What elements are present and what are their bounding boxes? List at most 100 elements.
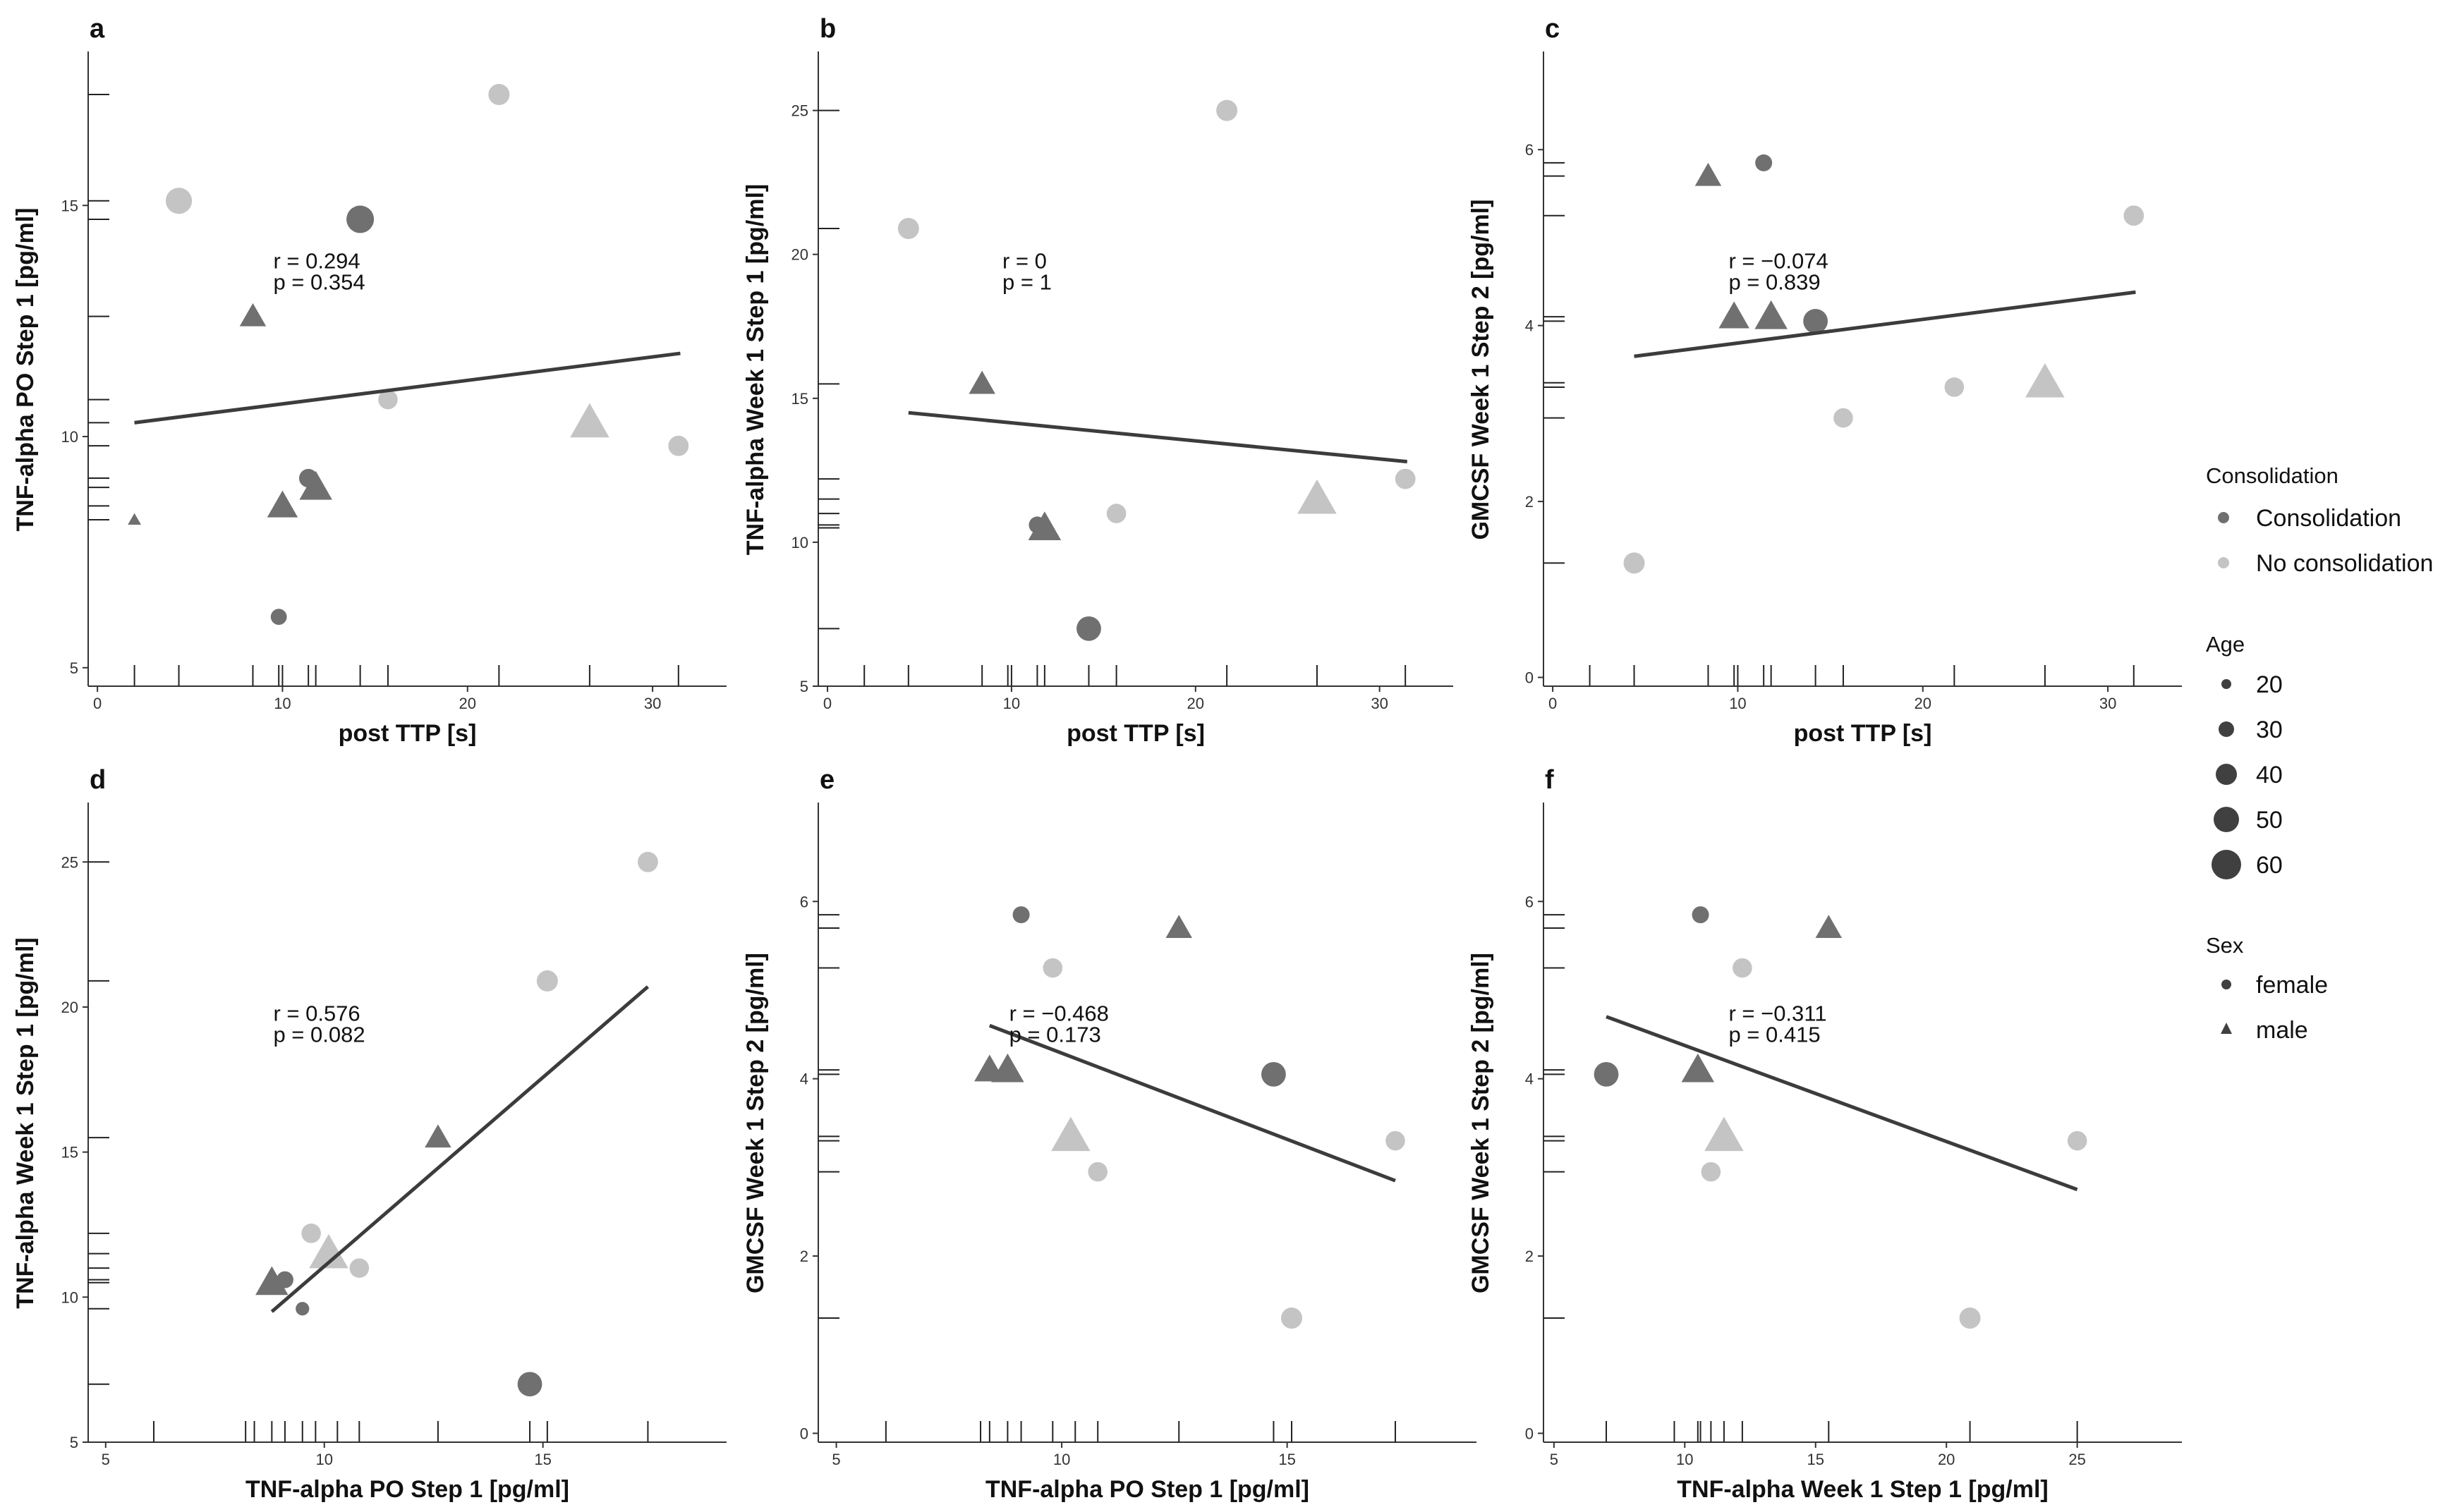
point-female-no-consolidation <box>1216 99 1238 121</box>
legend-label-age-50: 50 <box>2256 807 2283 834</box>
y-tick-label: 6 <box>800 893 808 910</box>
y-tick-label: 10 <box>61 1288 78 1306</box>
point-male-consolidation <box>1754 300 1788 329</box>
y-tick-label: 5 <box>800 678 808 695</box>
panel-letter-f: f <box>1545 765 1554 795</box>
legend-label-male: male <box>2256 1017 2308 1044</box>
point-female-consolidation <box>270 609 287 626</box>
y-axis-title: GMCSF Week 1 Step 2 [pg/ml] <box>1467 953 1494 1293</box>
point-female-consolidation <box>1803 309 1828 334</box>
point-female-consolidation <box>1692 906 1709 924</box>
x-tick-label: 15 <box>1807 1451 1824 1468</box>
point-female-no-consolidation <box>2067 1130 2087 1151</box>
point-male-consolidation <box>991 1053 1024 1083</box>
legend-label-age-30: 30 <box>2256 717 2283 743</box>
point-female-no-consolidation <box>1833 408 1853 428</box>
point-female-consolidation <box>1261 1061 1286 1087</box>
panel-letter-e: e <box>820 765 835 795</box>
point-male-consolidation <box>969 370 995 394</box>
legend-marker-consolidation <box>2218 512 2229 523</box>
stat-p: p = 0.839 <box>1728 269 1820 294</box>
x-tick-label: 0 <box>823 695 832 712</box>
x-tick-label: 5 <box>832 1451 840 1468</box>
point-female-no-consolidation <box>668 435 689 456</box>
stat-r: r = −0.468 <box>1009 1001 1109 1026</box>
point-male-consolidation <box>267 490 298 518</box>
y-tick-label: 2 <box>800 1248 808 1265</box>
x-tick-label: 5 <box>1550 1451 1558 1468</box>
point-female-no-consolidation <box>2123 205 2144 226</box>
y-tick-label: 25 <box>791 102 808 120</box>
legend: Consolidation Consolidation No consolida… <box>2206 463 2433 1044</box>
legend-title-sex: Sex <box>2206 933 2244 958</box>
y-tick-label: 2 <box>1525 493 1534 511</box>
point-female-no-consolidation <box>1280 1307 1302 1329</box>
point-male-no-consolidation <box>1051 1116 1091 1152</box>
panel-b: b 0 10 20 30 5 10 15 20 25 post TTP [s] TNF-alpha W… <box>742 14 1453 747</box>
x-tick-label: 0 <box>93 695 102 712</box>
y-tick-label: 25 <box>61 853 78 871</box>
stat-p: p = 0.354 <box>273 269 365 294</box>
regression-line <box>270 985 650 1313</box>
point-male-no-consolidation <box>1704 1116 1744 1152</box>
point-female-consolidation <box>1012 906 1030 924</box>
point-female-no-consolidation <box>488 83 510 105</box>
panel-letter-d: d <box>90 765 106 795</box>
x-tick-label: 10 <box>274 695 291 712</box>
point-female-no-consolidation <box>301 1224 321 1243</box>
stat-r: r = 0.294 <box>273 248 360 273</box>
x-tick-label: 25 <box>2068 1451 2085 1468</box>
legend-label-age-20: 20 <box>2256 671 2283 698</box>
x-tick-label: 10 <box>1676 1451 1693 1468</box>
point-male-consolidation <box>299 470 332 500</box>
point-female-no-consolidation <box>165 188 193 214</box>
x-tick-label: 30 <box>2099 695 2116 712</box>
y-tick-label: 5 <box>70 659 78 677</box>
x-tick-label: 30 <box>1371 695 1388 712</box>
y-tick-label: 15 <box>61 197 78 214</box>
point-male-consolidation <box>1718 301 1749 329</box>
x-axis-title: post TTP [s] <box>1067 720 1205 747</box>
point-female-no-consolidation <box>536 970 558 992</box>
y-tick-label: 0 <box>800 1425 808 1442</box>
legend-title-age: Age <box>2206 632 2245 657</box>
x-tick-label: 10 <box>1729 695 1746 712</box>
panel-d: d 5 10 15 5 10 15 20 25 TNF-alpha PO Step 1 [pg/m… <box>12 765 727 1503</box>
y-axis-title: TNF-alpha Week 1 Step 1 [pg/ml] <box>12 937 39 1308</box>
stat-r: r = 0 <box>1002 248 1047 273</box>
x-tick-label: 20 <box>459 695 476 712</box>
stat-r: r = 0.576 <box>273 1001 360 1026</box>
x-tick-label: 5 <box>102 1451 110 1468</box>
y-tick-label: 15 <box>61 1144 78 1162</box>
regression-line <box>1634 290 2136 358</box>
legend-marker-female <box>2221 980 2231 989</box>
point-female-consolidation <box>517 1372 542 1397</box>
point-female-no-consolidation <box>897 217 919 239</box>
point-female-consolidation <box>276 1271 293 1288</box>
stat-p: p = 1 <box>1002 269 1052 294</box>
point-male-no-consolidation <box>1297 479 1337 514</box>
y-tick-label: 15 <box>791 390 808 408</box>
legend-marker-no-consolidation <box>2218 557 2229 568</box>
point-female-no-consolidation <box>638 851 658 872</box>
y-tick-label: 0 <box>1525 1425 1534 1442</box>
point-female-no-consolidation <box>1959 1307 1981 1329</box>
point-female-no-consolidation <box>1701 1162 1721 1182</box>
y-tick-label: 4 <box>1525 317 1534 335</box>
point-female-no-consolidation <box>1623 552 1645 574</box>
regression-line <box>1606 1015 2078 1192</box>
point-female-consolidation <box>346 205 375 233</box>
point-male-consolidation <box>425 1124 451 1148</box>
point-male-consolidation <box>128 513 141 525</box>
y-axis-title: TNF-alpha PO Step 1 [pg/ml] <box>12 207 39 531</box>
y-tick-label: 6 <box>1525 141 1534 159</box>
x-tick-label: 20 <box>1187 695 1204 712</box>
legend-marker-age-20 <box>2221 679 2231 689</box>
legend-label-female: female <box>2256 972 2328 999</box>
point-female-no-consolidation <box>1106 504 1127 523</box>
y-tick-label: 10 <box>61 428 78 446</box>
legend-marker-age-50 <box>2214 807 2239 832</box>
regression-line <box>908 410 1408 464</box>
y-axis-title: GMCSF Week 1 Step 2 [pg/ml] <box>1467 199 1494 539</box>
